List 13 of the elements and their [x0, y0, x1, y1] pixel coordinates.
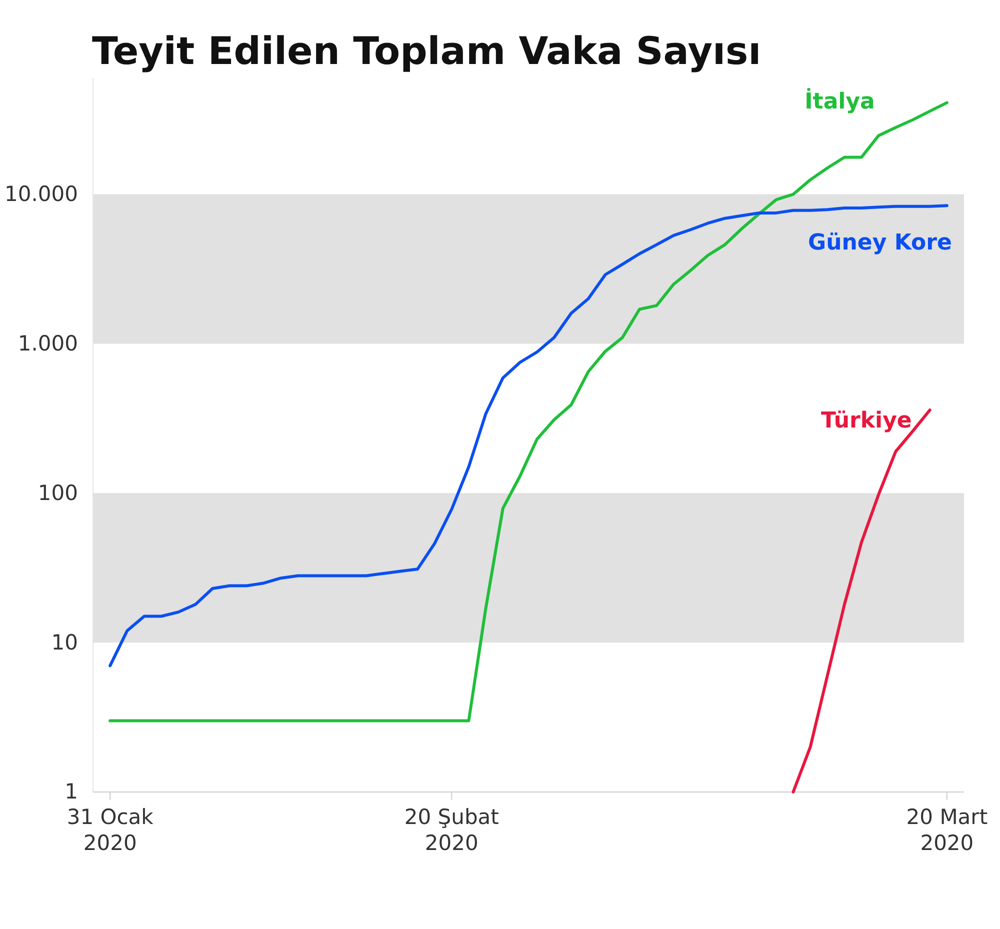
y-tick-label: 1	[64, 780, 78, 804]
y-tick-label: 1.000	[18, 331, 78, 356]
y-tick-label: 10.000	[4, 182, 78, 206]
series-label: İtalya	[804, 87, 875, 114]
series-label: Güney Kore	[808, 230, 952, 256]
x-tick-label: 20 Şubat 2020	[404, 805, 499, 855]
line-series	[792, 408, 932, 794]
y-tick-label: 100	[38, 480, 78, 505]
x-tick-label: 31 Ocak 2020	[66, 805, 154, 855]
x-tick-label: 20 Mart 2020	[906, 805, 988, 855]
y-tick-label: 10	[51, 630, 78, 654]
series-label: Türkiye	[820, 408, 912, 434]
chart-title: Teyit Edilen Toplam Vaka Sayısı	[92, 29, 762, 73]
